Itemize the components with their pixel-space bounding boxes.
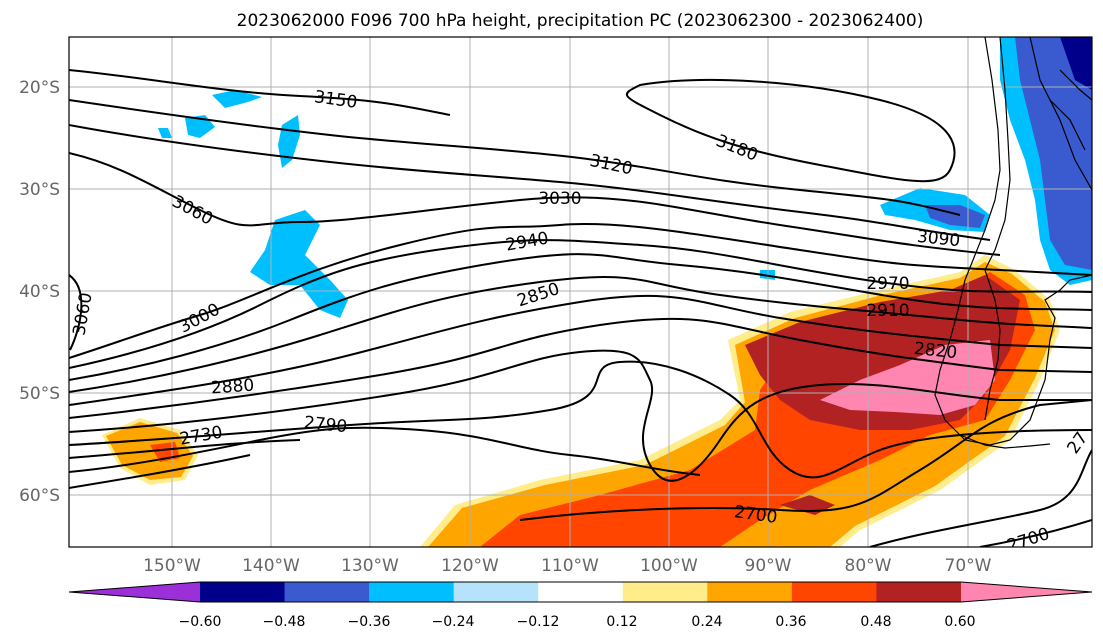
- lon-label: 130°W: [341, 556, 399, 576]
- colorbar-ticks: −0.60 −0.48 −0.36 −0.24 −0.12 0.12 0.24 …: [179, 614, 976, 630]
- lon-label: 70°W: [945, 556, 992, 576]
- lat-label: 50°S: [19, 384, 60, 404]
- coastlines: [934, 37, 1092, 449]
- blue-patch-north2: [185, 115, 215, 138]
- contour-label: 2880: [210, 376, 255, 399]
- contour-label: 3030: [538, 189, 581, 209]
- colorbar-segments: [68, 581, 1093, 603]
- contour-label: 2970: [866, 274, 909, 294]
- contour-label: 2910: [866, 301, 909, 321]
- contour-2700c: [869, 449, 1092, 547]
- blue-patch-dot1: [158, 128, 172, 138]
- contour-2940: [69, 253, 1092, 381]
- coast-chile: [934, 37, 1011, 446]
- contour-2670: [979, 519, 1092, 547]
- lat-label: 60°S: [19, 486, 60, 506]
- colorbar-outline: [68, 581, 1093, 603]
- blue-patch-northeast-strong: [1015, 37, 1092, 270]
- height-contours: [69, 69, 1092, 547]
- colorbar-tick-label: 0.48: [860, 614, 891, 630]
- coast-tierra-del-fuego: [959, 434, 1051, 449]
- colorbar-tick-label: 0.36: [775, 614, 806, 630]
- contour-2970: [69, 239, 1092, 369]
- contour-2820: [69, 349, 1092, 482]
- colorbar-segment: [707, 582, 793, 602]
- longitude-labels: 150°W 140°W 130°W 120°W 110°W 100°W 90°W…: [143, 556, 992, 576]
- lat-label: 30°S: [19, 180, 60, 200]
- contour-3000: [69, 223, 1092, 359]
- colorbar-tick-label: 0.12: [606, 614, 637, 630]
- contour-label: 2820: [913, 339, 958, 363]
- latitude-labels: 20°S 30°S 40°S 50°S 60°S: [19, 78, 60, 506]
- colorbar-tick-label: 0.60: [944, 614, 975, 630]
- colorbar-tick-label: −0.60: [179, 614, 222, 630]
- colorbar-tick-label: −0.36: [348, 614, 391, 630]
- colorbar-tick-label: −0.12: [517, 614, 560, 630]
- contour-2700b: [519, 399, 1092, 521]
- contour-3090: [69, 124, 991, 241]
- contour-2760: [69, 439, 301, 459]
- colorbar-segment: [69, 582, 200, 602]
- contour-2850: [69, 317, 1092, 419]
- contour-3120: [69, 99, 961, 216]
- colorbar-segment: [369, 582, 455, 602]
- lon-label: 110°W: [541, 556, 599, 576]
- colorbar-segment: [622, 582, 708, 602]
- lat-label: 20°S: [19, 78, 60, 98]
- negative-precip-anomaly: [158, 37, 1092, 318]
- colorbar-tick-label: −0.24: [432, 614, 475, 630]
- warm-pink-core: [820, 340, 995, 415]
- contour-3060: [69, 152, 1001, 256]
- coast-andes-border: [984, 37, 1011, 271]
- map-title: 2023062000 F096 700 hPa height, precipit…: [237, 11, 924, 31]
- contour-label: 2790: [303, 413, 348, 437]
- colorbar-tick-label: 0.24: [691, 614, 722, 630]
- contour-3180: [625, 79, 956, 183]
- lon-label: 120°W: [441, 556, 499, 576]
- colorbar-segment: [961, 582, 1092, 602]
- contour-2790: [69, 360, 1092, 479]
- contour-2700a: [69, 454, 251, 489]
- colorbar-tick-label: −0.48: [263, 614, 306, 630]
- colorbar-segment: [284, 582, 370, 602]
- coast-north-border: [1059, 69, 1092, 101]
- coast-inner-border: [1049, 99, 1086, 151]
- colorbar-segment: [791, 582, 877, 602]
- blue-patch-northeast-core: [1060, 37, 1092, 90]
- blue-patch-north3: [278, 115, 300, 168]
- map-frame: [68, 36, 1093, 548]
- coast-east: [1029, 37, 1092, 191]
- lon-label: 90°W: [745, 556, 792, 576]
- contour-2910: [69, 275, 1092, 393]
- contour-2880: [69, 294, 1092, 406]
- map-area: 3150 3180 3120 3060 3030 3090 2940 3060 …: [69, 37, 1092, 547]
- colorbar-segment: [876, 582, 962, 602]
- colorbar-segment: [453, 582, 539, 602]
- lon-label: 140°W: [242, 556, 300, 576]
- colorbar-segment: [538, 582, 624, 602]
- contour-3150: [69, 69, 451, 116]
- colorbar-segment: [200, 582, 286, 602]
- colorbar: −0.60 −0.48 −0.36 −0.24 −0.12 0.12 0.24 …: [68, 581, 1093, 630]
- blue-patch-north1: [212, 90, 262, 108]
- contour-label: 3090: [916, 227, 961, 251]
- lat-label: 40°S: [19, 282, 60, 302]
- lon-label: 80°W: [845, 556, 892, 576]
- contour-3030: [69, 274, 83, 351]
- lon-label: 150°W: [143, 556, 201, 576]
- gridlines: [69, 37, 1092, 547]
- contour-2730: [69, 426, 701, 476]
- lon-label: 100°W: [640, 556, 698, 576]
